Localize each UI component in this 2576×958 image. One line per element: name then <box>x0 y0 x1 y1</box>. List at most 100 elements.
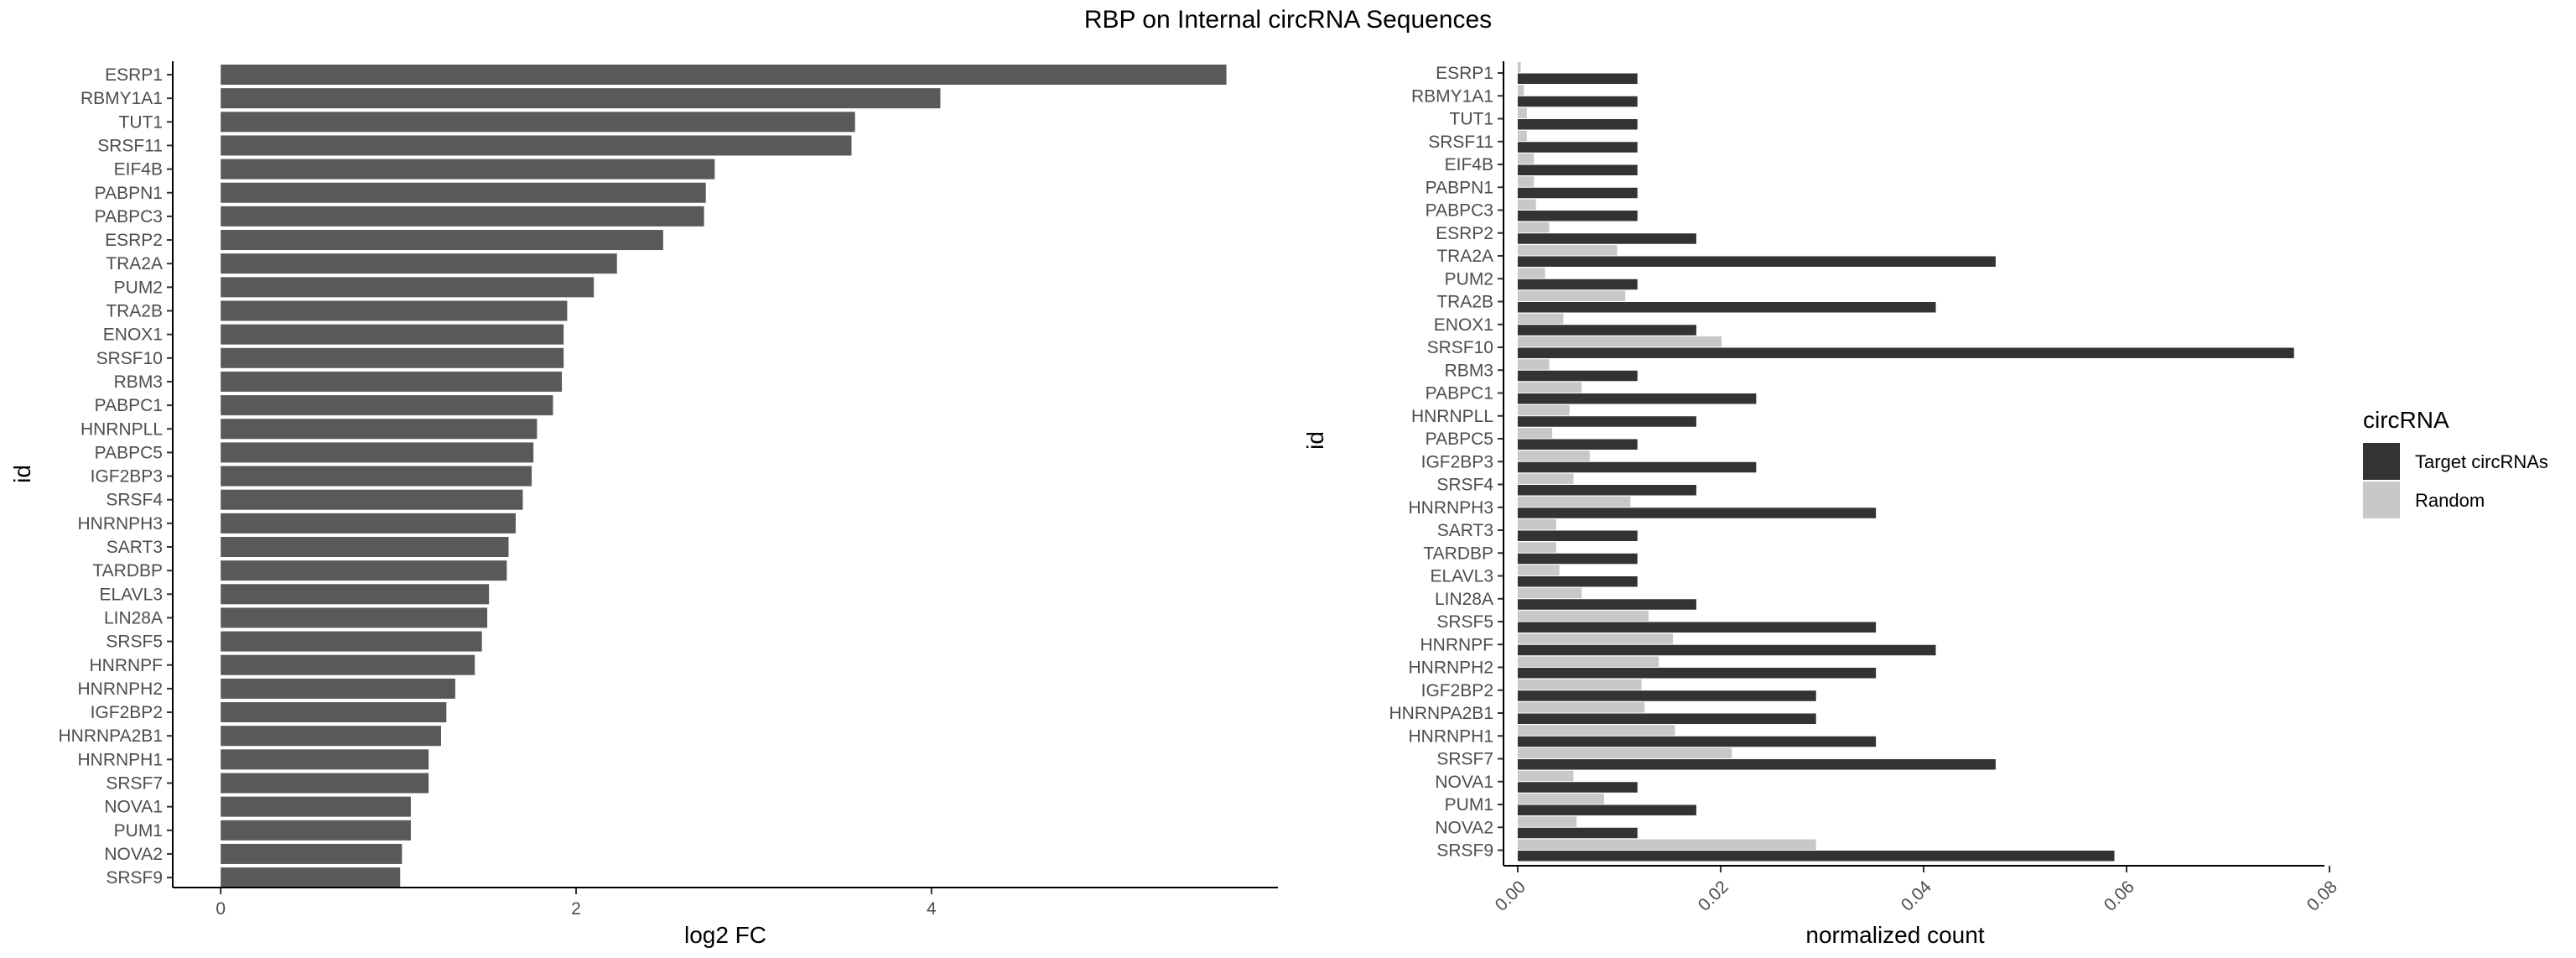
legend-key-random <box>2363 482 2400 518</box>
x-tick-label: 0.06 <box>2101 877 2138 915</box>
right-y-tick-labels: ESRP1 RBMY1A1 TUT1 SRSF11 EIF4B PABPN1 PABPC3 E… <box>1389 64 1504 861</box>
y-tick-label: PABPN1 <box>95 184 163 203</box>
y-tick-label: RBM3 <box>114 372 163 392</box>
bar-hnrnph2 <box>221 678 455 699</box>
bar-pabpc5 <box>221 442 534 463</box>
y-tick-label: PABPC3 <box>1426 201 1493 221</box>
bar-target-rbmy1a1 <box>1517 96 1638 107</box>
bar-srsf11 <box>221 135 852 156</box>
bar-target-hnrnph3 <box>1517 508 1877 518</box>
bar-random-tra2b <box>1517 290 1626 301</box>
y-tick-label: TRA2A <box>106 254 163 273</box>
right-x-axis: 0.00 0.02 0.04 0.06 0.08 <box>1492 866 2341 915</box>
y-tick-label: PABPC5 <box>1426 430 1493 449</box>
legend-label-target-circrnas: Target circRNAs <box>2415 451 2548 472</box>
bar-random-elavl3 <box>1517 565 1560 575</box>
bar-random-hnrnph1 <box>1517 725 1675 736</box>
bar-random-srsf4 <box>1517 473 1574 484</box>
bar-target-tardbp <box>1517 553 1638 565</box>
bar-random-tut1 <box>1517 107 1527 118</box>
bar-target-hnrnpll <box>1517 416 1696 427</box>
y-tick-label: TUT1 <box>1450 110 1494 129</box>
right-panel: ESRP1 RBMY1A1 TUT1 SRSF11 EIF4B PABPN1 PABPC3 E… <box>1302 61 2341 948</box>
bar-target-tra2a <box>1517 256 1996 267</box>
y-tick-label: HNRNPH2 <box>1408 659 1493 678</box>
bar-target-tut1 <box>1517 119 1638 130</box>
legend: circRNA Target circRNAs Random <box>2363 407 2548 518</box>
y-tick-label: ESRP1 <box>105 65 163 85</box>
bar-target-srsf5 <box>1517 622 1877 633</box>
bar-random-igf2bp2 <box>1517 679 1642 690</box>
bar-target-lin28a <box>1517 599 1696 610</box>
bar-target-nova1 <box>1517 782 1638 793</box>
bar-srsf9 <box>221 867 401 888</box>
y-tick-label: LIN28A <box>104 608 163 627</box>
x-tick-label: 0 <box>216 899 226 919</box>
bar-hnrnph3 <box>221 513 516 534</box>
bar-target-hnrnpa2b1 <box>1517 713 1816 724</box>
bar-pum2 <box>221 277 595 298</box>
bar-target-pabpc1 <box>1517 393 1757 404</box>
y-tick-label: HNRNPH3 <box>77 514 163 534</box>
y-tick-label: RBM3 <box>1445 361 1493 380</box>
bar-sart3 <box>221 537 509 557</box>
bar-random-srsf9 <box>1517 839 1816 850</box>
bar-pabpn1 <box>221 182 706 203</box>
bar-tardbp <box>221 560 507 581</box>
y-tick-label: TARDBP <box>1423 544 1493 563</box>
bar-target-elavl3 <box>1517 576 1638 587</box>
bar-random-nova2 <box>1517 816 1577 827</box>
left-panel: ESRP1 RBMY1A1 TUT1 SRSF11 EIF4B PABPN1 PABPC3 E… <box>9 61 1278 948</box>
bar-target-rbm3 <box>1517 370 1638 382</box>
y-tick-label: HNRNPLL <box>1411 407 1493 426</box>
x-tick-label: 0.04 <box>1898 877 1935 914</box>
x-tick-label: 0.00 <box>1492 877 1530 915</box>
bar-srsf10 <box>221 347 564 368</box>
bar-random-lin28a <box>1517 587 1582 599</box>
bar-igf2bp3 <box>221 466 532 487</box>
y-tick-label: ELAVL3 <box>100 585 164 604</box>
bar-target-sart3 <box>1517 530 1638 541</box>
y-tick-label: TARDBP <box>92 561 163 581</box>
y-tick-label: TRA2A <box>1436 247 1493 266</box>
bar-srsf5 <box>221 631 482 652</box>
y-tick-label: IGF2BP3 <box>1421 452 1493 471</box>
y-tick-label: SART3 <box>1437 521 1493 540</box>
y-tick-label: HNRNPA2B1 <box>59 726 163 746</box>
y-tick-label: HNRNPA2B1 <box>1389 704 1493 723</box>
right-y-axis-title: id <box>1302 431 1328 450</box>
x-tick-label: 4 <box>927 899 937 919</box>
bar-random-hnrnpll <box>1517 404 1570 416</box>
y-tick-label: HNRNPLL <box>80 419 163 439</box>
y-tick-label: HNRNPH2 <box>77 679 163 699</box>
y-tick-label: SRSF5 <box>106 633 163 652</box>
bar-esrp2 <box>221 230 663 251</box>
left-x-axis-title: log2 FC <box>684 922 766 948</box>
bar-target-hnrnph2 <box>1517 668 1877 679</box>
bar-hnrnph1 <box>221 749 429 770</box>
bar-target-nova2 <box>1517 827 1638 839</box>
x-tick-label: 0.02 <box>1695 877 1732 915</box>
left-y-axis-title: id <box>9 465 35 483</box>
bar-random-enox1 <box>1517 313 1564 325</box>
bar-srsf4 <box>221 489 523 510</box>
bar-random-nova1 <box>1517 770 1574 782</box>
bar-random-hnrnpf <box>1517 633 1674 644</box>
bar-random-srsf7 <box>1517 747 1732 758</box>
bar-target-srsf10 <box>1517 347 2294 358</box>
bar-srsf7 <box>221 773 429 794</box>
bar-eif4b <box>221 159 715 180</box>
y-tick-label: HNRNPH1 <box>1408 726 1493 746</box>
y-tick-label: SRSF10 <box>1427 338 1493 357</box>
bar-nova2 <box>221 843 402 864</box>
bar-pabpc1 <box>221 395 553 416</box>
y-tick-label: TRA2B <box>1436 293 1493 312</box>
bar-tut1 <box>221 112 855 133</box>
bar-random-hnrnph2 <box>1517 656 1659 667</box>
y-tick-label: PUM2 <box>114 278 163 297</box>
legend-key-target-circrnas <box>2363 443 2400 480</box>
bar-lin28a <box>221 607 488 628</box>
y-tick-label: SRSF5 <box>1436 612 1493 632</box>
y-tick-label: SRSF10 <box>96 349 163 368</box>
